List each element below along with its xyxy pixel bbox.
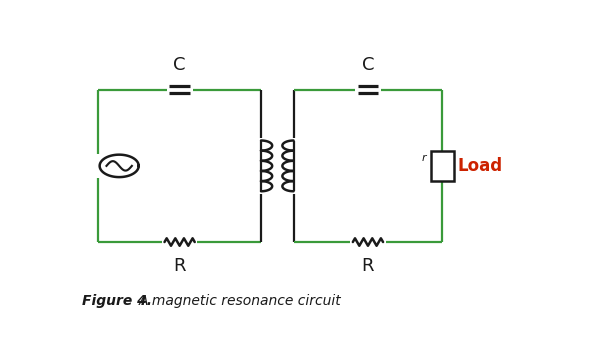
Text: C: C bbox=[362, 56, 374, 74]
Text: r: r bbox=[421, 153, 426, 163]
Text: R: R bbox=[362, 257, 374, 275]
Bar bbox=[431, 151, 454, 181]
Text: Load: Load bbox=[457, 157, 502, 175]
Text: Figure 4.: Figure 4. bbox=[82, 294, 152, 308]
Text: C: C bbox=[173, 56, 186, 74]
Text: A magnetic resonance circuit: A magnetic resonance circuit bbox=[139, 294, 342, 308]
Text: R: R bbox=[173, 257, 186, 275]
